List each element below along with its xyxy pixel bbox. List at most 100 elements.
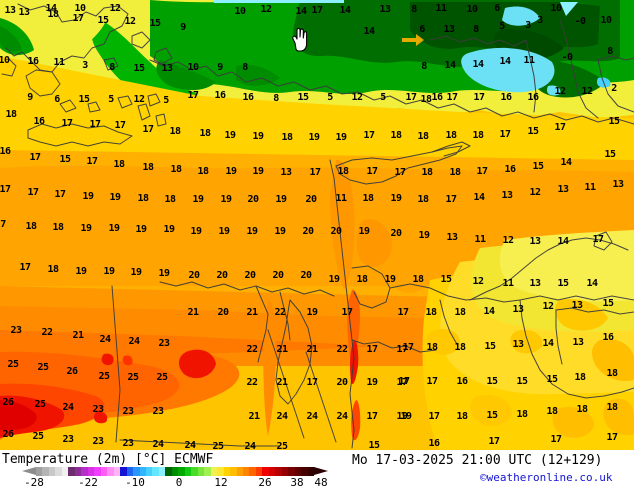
temperature-value: 16 [214,90,226,101]
temperature-value: 19 [220,194,232,205]
temperature-value: 18 [606,368,618,379]
copyright-credit: ©weatheronline.co.uk [480,471,613,484]
temperature-value: 19 [108,223,120,234]
colorbar-segment-2 [48,467,56,476]
temperature-value: 17 [366,411,378,422]
temperature-value: 19 [400,411,412,422]
temperature-value: 24 [184,440,196,451]
temperature-value: 16 [428,438,440,449]
temperature-value: 15 [546,374,558,385]
temperature-value: 21 [248,411,260,422]
temperature-value: 24 [99,334,111,345]
temperature-value: 18 [281,132,293,143]
temperature-value: 18 [142,162,154,173]
temperature-value: 11 [584,182,596,193]
temperature-value: 13 [501,190,513,201]
colorbar-segment-19 [158,467,166,476]
temperature-value: 18 [425,307,437,318]
temperature-value: 18 [574,372,586,383]
colorbar-segment-24 [191,467,198,476]
colorbar-segment-22 [178,467,185,476]
temperature-value: 15 [149,18,161,29]
temperature-value: 16 [527,92,539,103]
temperature-value: 19 [130,267,142,278]
temperature-value: 25 [98,371,110,382]
temperature-value: 14 [586,278,598,289]
temperature-colorbar[interactable] [22,467,328,477]
temperature-value: 19 [109,192,121,203]
temperature-value: 23 [10,325,22,336]
temperature-value: 17 [426,376,438,387]
temperature-value: 17 [396,344,408,355]
temperature-map-canvas[interactable]: 13 14 10 12 9 10 12 14 14 14 17 13 8 11 10 6 10 3 13 18 17 15… [0,0,634,450]
temperature-value: 18 [169,126,181,137]
temperature-value: 19 [384,274,396,285]
colorbar-segment-12 [113,467,121,476]
temperature-value: 16 [27,56,39,67]
temperature-value: 26 [2,429,14,440]
temperature-value: 8 [109,62,115,73]
temperature-value: 19 [358,226,370,237]
temperature-value: 15 [602,298,614,309]
temperature-value: 19 [274,226,286,237]
temperature-value: 16 [504,164,516,175]
colorbar-tick-5: 26 [258,476,272,489]
temperature-value: 18 [417,194,429,205]
temperature-value: 19 [192,194,204,205]
temperature-value: 17 [86,156,98,167]
temperature-value: 17 [428,411,440,422]
temperature-value: 18 [164,194,176,205]
temperature-value: 22 [274,307,286,318]
temperature-value: 14 [295,6,307,17]
temperature-value: 11 [474,234,486,245]
colorbar-tick-7: 48 [314,476,328,489]
colorbar-segment-41 [301,467,308,476]
temperature-value: 15 [440,274,452,285]
temperature-value: 15 [97,15,109,26]
colorbar-segment-16 [139,467,146,476]
temperature-value: 19 [366,377,378,388]
temperature-value: 8 [473,24,479,35]
temperature-value: 5 [327,92,333,103]
colorbar-segment-3 [55,467,62,476]
colorbar-segment-36 [268,467,276,476]
temperature-value: 18 [52,222,64,233]
temperature-value: 24 [336,411,348,422]
temperature-value: 22 [246,344,258,355]
temperature-value: 13 [18,7,30,18]
temperature-value: 20 [300,270,312,281]
temperature-value: 19 [246,226,258,237]
temperature-value: 26 [2,397,14,408]
temperature-value: 19 [75,266,87,277]
temperature-value: 12 [124,16,136,27]
temperature-value: 18 [337,166,349,177]
temperature-value: 18 [137,193,149,204]
temperature-value: 16 [456,376,468,387]
temperature-value: 15 [557,278,569,289]
temperature-value: 19 [190,226,202,237]
temperature-value: 14 [542,338,554,349]
temperature-value: 19 [135,224,147,235]
temperature-value: 17 [309,167,321,178]
temperature-value: 13 [572,337,584,348]
colorbar-left-cap [22,467,36,475]
temperature-value: 5 [163,95,169,106]
temperature-value: 13 [280,167,292,178]
temperature-value: 16 [242,92,254,103]
temperature-value: 14 [473,192,485,203]
colorbar-tick-1: -22 [78,476,98,489]
temperature-value: 22 [246,377,258,388]
temperature-value: 13 [612,179,624,190]
temperature-value: 8 [242,62,248,73]
temperature-value: 13 [443,24,455,35]
temperature-value: 20 [247,194,259,205]
temperature-value: 24 [244,441,256,451]
colorbar-tick-3: 0 [175,476,183,489]
temperature-value: 5 [108,94,114,105]
run-valid-time: Mo 17-03-2025 21:00 UTC (12+129) [352,453,603,468]
colorbar-right-cap [314,467,328,475]
colorbar-segment-5 [68,467,75,476]
temperature-value: 15 [368,440,380,451]
temperature-value: 25 [7,359,19,370]
temperature-value: 17 [396,377,408,388]
